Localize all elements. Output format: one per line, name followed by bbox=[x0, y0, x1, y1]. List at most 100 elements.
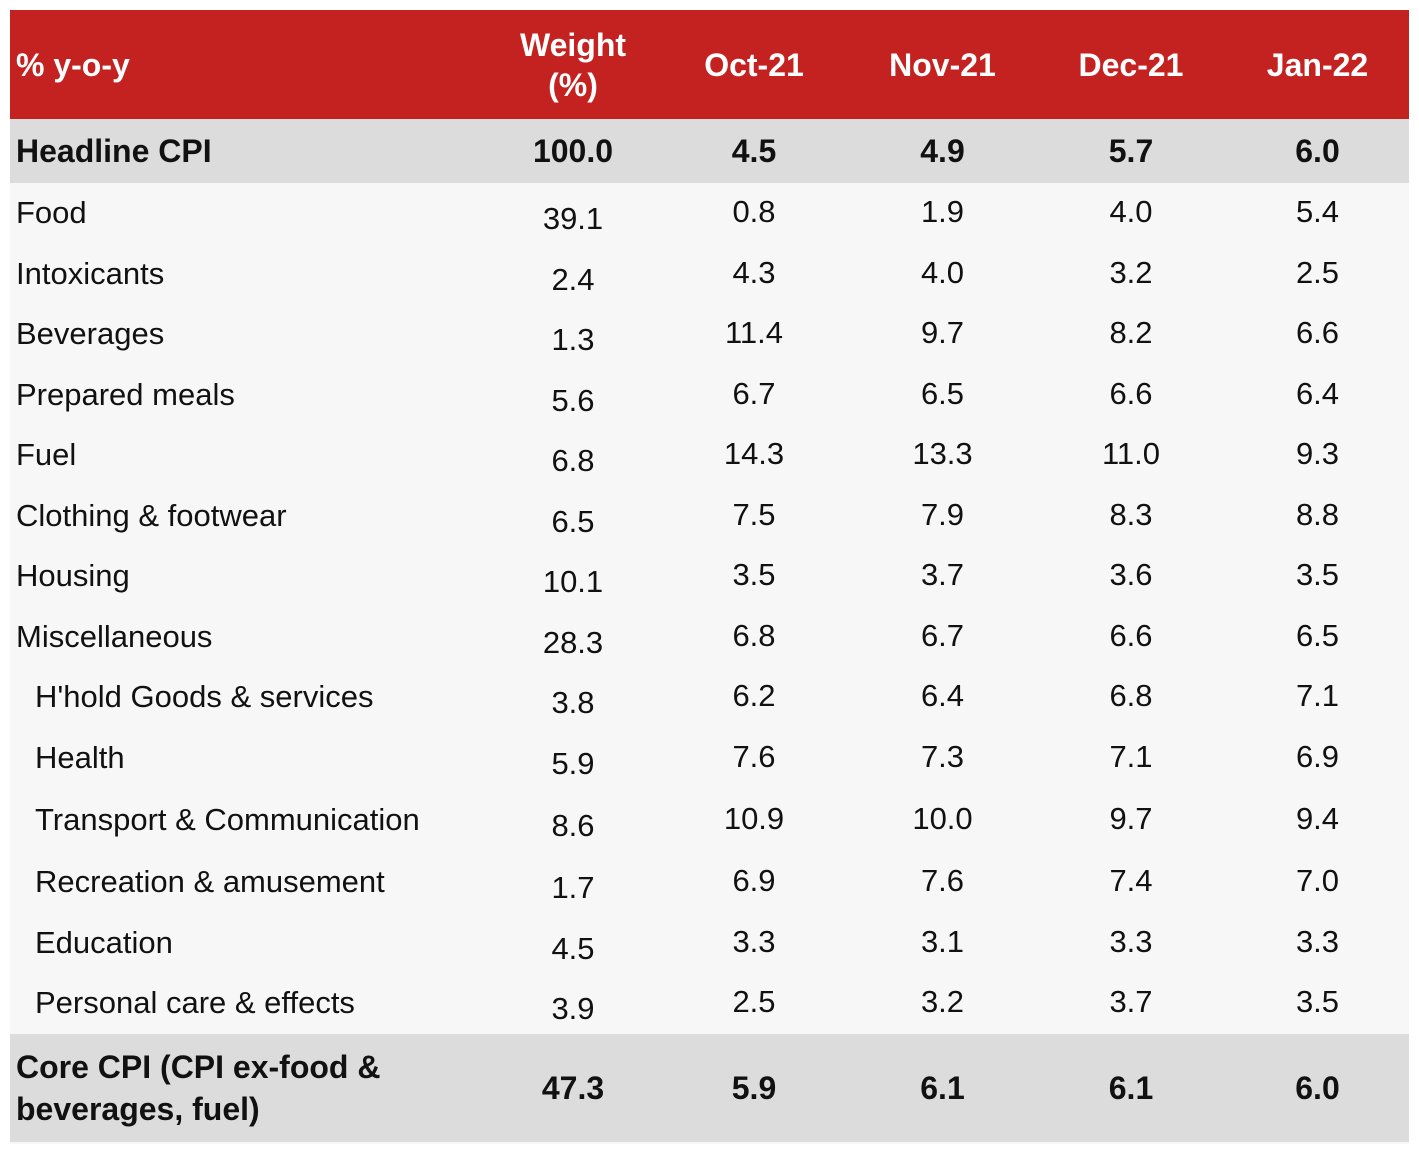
table-row: H'hold Goods & services 3.8 6.2 6.4 6.8 … bbox=[10, 667, 1409, 728]
row-value: 9.7 bbox=[920, 315, 965, 351]
row-label: Miscellaneous bbox=[16, 618, 213, 654]
row-label: Housing bbox=[16, 558, 130, 594]
row-value: 3.2 bbox=[1109, 254, 1153, 290]
row-value: 7.6 bbox=[920, 863, 965, 899]
row-value: 13.3 bbox=[912, 436, 973, 472]
header-label: % y-o-y bbox=[16, 46, 130, 83]
row-value: 7.5 bbox=[732, 496, 776, 532]
row-value: 6.2 bbox=[732, 678, 776, 714]
row-value: 7.3 bbox=[920, 738, 965, 774]
table-row: Beverages 1.3 11.4 9.7 8.2 6.6 bbox=[10, 304, 1409, 365]
row-value: 5.7 bbox=[1108, 132, 1154, 169]
row-label: Personal care & effects bbox=[35, 985, 355, 1021]
row-label: Fuel bbox=[16, 437, 77, 473]
row-value: 6.6 bbox=[1109, 375, 1153, 411]
table-row: Housing 10.1 3.5 3.7 3.6 3.5 bbox=[10, 546, 1409, 607]
header-month: Dec-21 bbox=[1078, 46, 1184, 83]
row-value: 6.6 bbox=[1109, 617, 1153, 653]
row-weight: 39.1 bbox=[542, 201, 604, 237]
row-value: 3.6 bbox=[1109, 557, 1153, 593]
cpi-table: % y-o-y Weight (%) Oct-21 Nov-21 Dec-21 J… bbox=[10, 10, 1409, 1142]
row-value: 4.3 bbox=[732, 254, 776, 290]
row-value: 10.9 bbox=[723, 801, 785, 836]
row-value: 11.4 bbox=[724, 315, 784, 351]
row-label: Intoxicants bbox=[16, 255, 165, 291]
row-label: Recreation & amusement bbox=[35, 864, 385, 900]
row-value: 7.1 bbox=[1109, 738, 1153, 774]
row-value: 3.2 bbox=[920, 984, 965, 1020]
row-value: 2.5 bbox=[1295, 254, 1340, 290]
row-value: 6.7 bbox=[732, 375, 776, 411]
row-value: 6.1 bbox=[1108, 1069, 1154, 1106]
row-value: 6.0 bbox=[1295, 132, 1340, 169]
row-value: 4.0 bbox=[1109, 194, 1153, 230]
row-weight: 5.6 bbox=[551, 382, 595, 418]
row-label: Beverages bbox=[16, 316, 165, 352]
row-value: 6.1 bbox=[920, 1069, 965, 1106]
table-body: Headline CPI 100.0 4.5 4.9 5.7 6.0 Food … bbox=[10, 119, 1409, 1142]
header-month: Nov-21 bbox=[889, 46, 996, 83]
row-value: 7.0 bbox=[1295, 863, 1340, 899]
table-header: % y-o-y Weight (%) Oct-21 Nov-21 Dec-21 J… bbox=[10, 10, 1409, 119]
header-weight-line2: (%) bbox=[548, 66, 598, 103]
row-value: 3.7 bbox=[920, 557, 965, 593]
row-label: Food bbox=[16, 195, 87, 231]
row-value: 8.3 bbox=[1109, 496, 1153, 532]
row-value: 6.5 bbox=[920, 375, 965, 411]
row-weight: 47.3 bbox=[541, 1069, 605, 1106]
table-row: Food 39.1 0.8 1.9 4.0 5.4 bbox=[10, 183, 1409, 244]
row-weight: 2.4 bbox=[551, 261, 595, 297]
row-weight: 1.7 bbox=[551, 870, 595, 906]
row-value: 6.8 bbox=[1109, 678, 1153, 714]
table-row: Education 4.5 3.3 3.1 3.3 3.3 bbox=[10, 912, 1409, 973]
row-value: 3.3 bbox=[732, 923, 776, 959]
row-weight: 10.1 bbox=[542, 564, 604, 600]
row-weight: 4.5 bbox=[551, 930, 595, 966]
row-value: 7.4 bbox=[1109, 863, 1153, 899]
row-value: 7.9 bbox=[920, 496, 965, 532]
table-row: Health 5.9 7.6 7.3 7.1 6.9 bbox=[10, 727, 1409, 788]
row-value: 4.0 bbox=[920, 254, 965, 290]
row-value: 0.8 bbox=[732, 194, 776, 230]
row-value: 5.4 bbox=[1295, 194, 1340, 230]
table-row: Prepared meals 5.6 6.7 6.5 6.6 6.4 bbox=[10, 364, 1409, 425]
table-row-core-cpi: Core CPI (CPI ex-food & beverages, fuel)… bbox=[10, 1033, 1409, 1142]
row-value: 8.2 bbox=[1109, 315, 1153, 351]
row-value: 6.6 bbox=[1295, 315, 1340, 351]
row-label: Transport & Communication bbox=[35, 802, 420, 837]
row-label: Health bbox=[35, 739, 125, 775]
header-weight-line1: Weight bbox=[519, 26, 627, 63]
row-value: 9.4 bbox=[1295, 801, 1340, 836]
header-weight: Weight (%) bbox=[487, 10, 659, 119]
row-value: 3.7 bbox=[1109, 984, 1153, 1020]
row-weight: 3.8 bbox=[551, 685, 595, 721]
row-value: 8.8 bbox=[1295, 496, 1340, 532]
row-value: 6.9 bbox=[1295, 738, 1340, 774]
row-weight: 100.0 bbox=[532, 132, 614, 169]
row-label: Headline CPI bbox=[16, 132, 212, 169]
row-value: 4.9 bbox=[920, 132, 965, 169]
row-value: 6.4 bbox=[1295, 375, 1340, 411]
row-value: 2.5 bbox=[732, 984, 776, 1020]
row-value: 14.3 bbox=[723, 436, 785, 472]
row-label: Core CPI (CPI ex-food & beverages, fuel) bbox=[16, 1048, 381, 1127]
row-value: 6.4 bbox=[920, 678, 965, 714]
row-value: 3.5 bbox=[1295, 557, 1340, 593]
row-value: 7.6 bbox=[732, 738, 776, 774]
row-weight: 6.5 bbox=[551, 503, 595, 539]
table-row: Intoxicants 2.4 4.3 4.0 3.2 2.5 bbox=[10, 243, 1409, 304]
row-value: 6.7 bbox=[920, 617, 965, 653]
row-weight: 5.9 bbox=[551, 745, 595, 781]
row-value: 9.7 bbox=[1109, 801, 1153, 836]
table-row: Clothing & footwear 6.5 7.5 7.9 8.3 8.8 bbox=[10, 485, 1409, 546]
row-label: Clothing & footwear bbox=[16, 497, 287, 533]
row-value: 6.8 bbox=[732, 617, 776, 653]
header-row: % y-o-y Weight (%) Oct-21 Nov-21 Dec-21 J… bbox=[10, 10, 1409, 119]
row-weight: 6.8 bbox=[551, 443, 595, 479]
row-weight: 1.3 bbox=[551, 322, 595, 358]
row-label: Prepared meals bbox=[16, 376, 235, 412]
row-value: 3.5 bbox=[1295, 984, 1340, 1020]
cpi-table-container: % y-o-y Weight (%) Oct-21 Nov-21 Dec-21 J… bbox=[10, 10, 1409, 1144]
header-month: Oct-21 bbox=[704, 46, 804, 83]
row-value: 3.3 bbox=[1295, 923, 1340, 959]
